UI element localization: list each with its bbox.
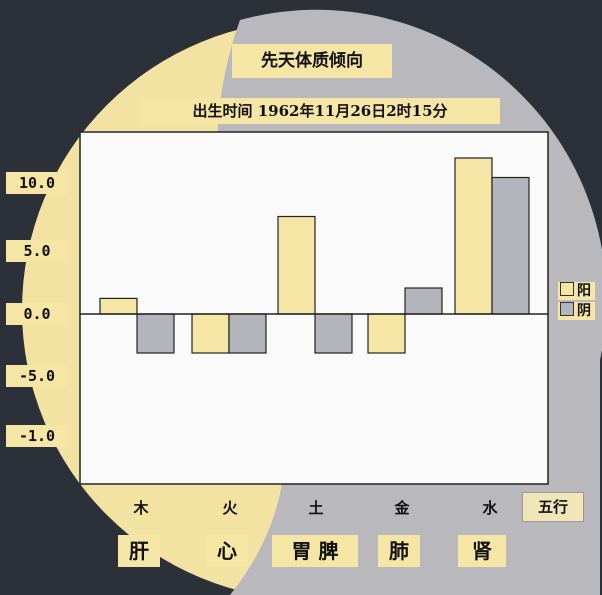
- legend-yin-swatch: [560, 302, 574, 316]
- x-axis-title: 五行: [522, 492, 584, 522]
- bar-yin-2: [314, 313, 353, 354]
- organ-label-stomach-spleen: 胃 脾: [272, 535, 358, 567]
- y-tick-label: 5.0: [6, 240, 68, 262]
- legend-yang: 阳: [558, 282, 595, 300]
- bar-yin-1: [228, 313, 267, 354]
- legend-yin-label: 阴: [577, 303, 591, 319]
- bar-yin-4: [491, 176, 530, 315]
- faded-region: [120, 356, 480, 476]
- chart-subtitle: 出生时间 1962年11月26日2时15分: [140, 98, 500, 124]
- legend-yang-label: 阳: [577, 283, 591, 299]
- legend-yin: 阴: [558, 302, 595, 320]
- bar-yang-2: [277, 215, 316, 315]
- bars-group: [99, 157, 530, 354]
- y-tick-label: -1.0: [6, 425, 68, 447]
- bar-yang-3: [367, 313, 406, 354]
- element-label-fire: 火: [222, 499, 238, 517]
- organ-label-heart: 心: [206, 535, 248, 567]
- bar-yang-4: [454, 157, 493, 315]
- organ-label-kidney: 肾: [458, 535, 506, 567]
- y-tick-label: -5.0: [6, 365, 68, 387]
- bar-yin-3: [404, 287, 443, 315]
- organ-label-liver: 肝: [118, 535, 160, 567]
- y-tick-label: 10.0: [6, 172, 68, 194]
- element-label-metal: 金: [394, 499, 410, 517]
- element-label-earth: 土: [308, 499, 324, 517]
- organ-label-lung: 肺: [378, 535, 420, 567]
- legend-yang-swatch: [560, 282, 574, 296]
- y-tick-label: 0.0: [6, 303, 68, 325]
- chart-title: 先天体质倾向: [232, 44, 392, 78]
- bar-yang-1: [191, 313, 230, 354]
- element-label-wood: 木: [133, 499, 149, 517]
- bar-yang-0: [99, 297, 138, 315]
- element-label-water: 水: [482, 499, 498, 517]
- bar-yin-0: [136, 313, 175, 354]
